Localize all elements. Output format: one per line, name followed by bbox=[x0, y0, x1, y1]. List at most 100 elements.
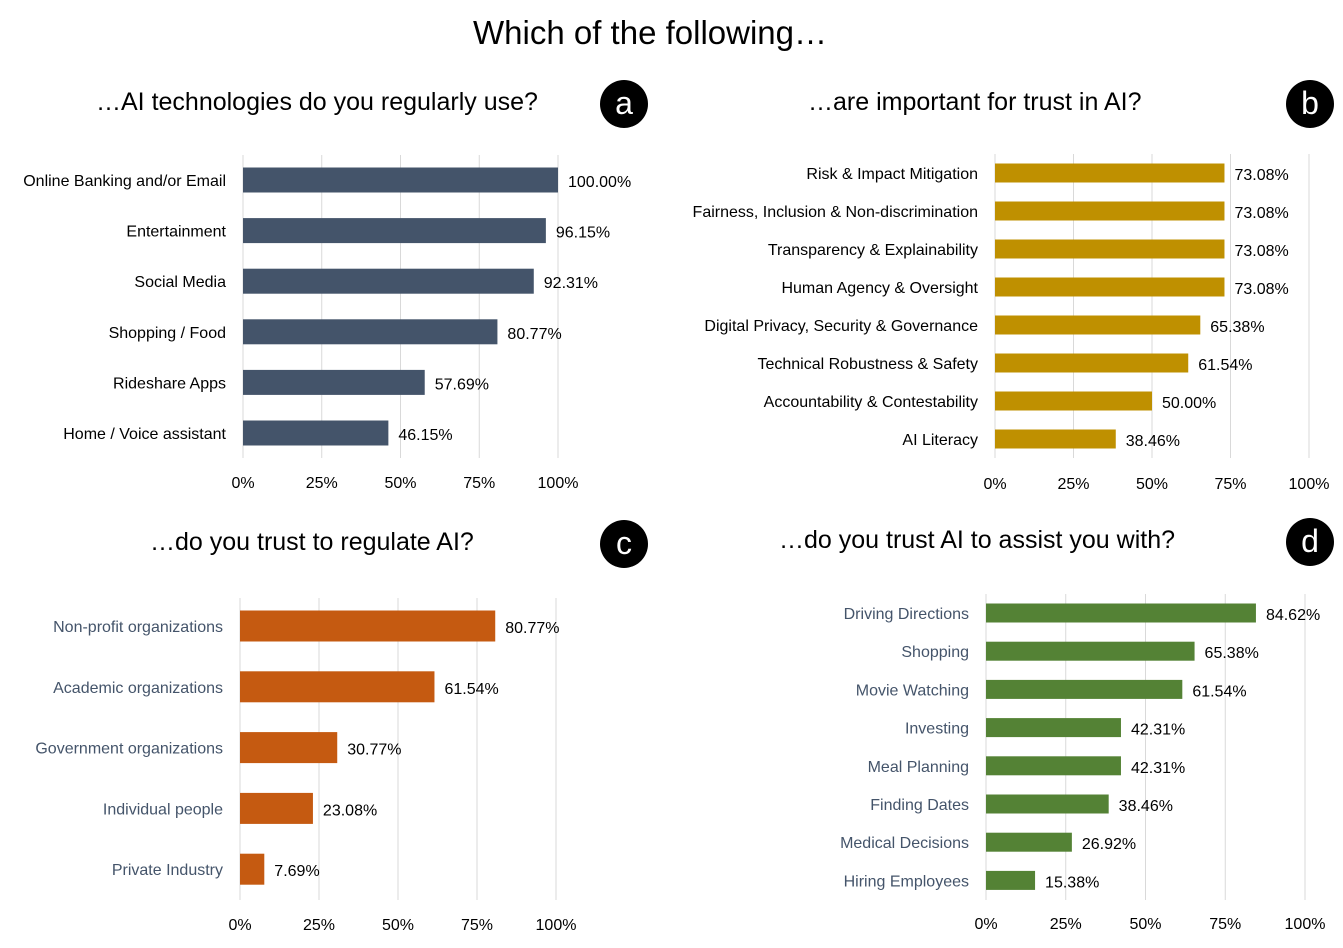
bar bbox=[995, 353, 1189, 373]
category-label: Rideshare Apps bbox=[113, 375, 226, 392]
bar bbox=[986, 794, 1109, 814]
data-label: 46.15% bbox=[398, 427, 452, 444]
category-label: Online Banking and/or Email bbox=[23, 173, 226, 190]
bar bbox=[240, 853, 265, 885]
x-tick-label: 25% bbox=[306, 475, 338, 492]
x-tick-label: 0% bbox=[231, 475, 254, 492]
category-label: Entertainment bbox=[126, 224, 226, 241]
bar bbox=[995, 391, 1152, 411]
data-label: 65.38% bbox=[1210, 319, 1264, 336]
data-label: 96.15% bbox=[556, 225, 610, 242]
bar bbox=[986, 832, 1072, 852]
bar bbox=[243, 218, 546, 244]
data-label: 26.92% bbox=[1082, 836, 1136, 853]
x-tick-label: 0% bbox=[983, 476, 1006, 493]
bar bbox=[995, 277, 1225, 297]
category-label: Shopping / Food bbox=[109, 325, 226, 342]
x-tick-label: 25% bbox=[1050, 916, 1082, 933]
x-tick-label: 100% bbox=[1285, 916, 1326, 933]
data-label: 61.54% bbox=[1198, 357, 1252, 374]
bar bbox=[240, 671, 435, 703]
category-label: Shopping bbox=[901, 644, 969, 661]
bar bbox=[243, 319, 498, 345]
bar bbox=[243, 369, 425, 395]
category-label: Finding Dates bbox=[870, 797, 969, 814]
category-label: Human Agency & Oversight bbox=[781, 280, 978, 297]
bar bbox=[986, 870, 1036, 890]
data-label: 73.08% bbox=[1234, 167, 1288, 184]
category-label: Private Industry bbox=[112, 862, 223, 879]
x-tick-label: 50% bbox=[382, 917, 414, 934]
bar bbox=[240, 732, 338, 764]
x-tick-label: 50% bbox=[1136, 476, 1168, 493]
category-label: Investing bbox=[905, 721, 969, 738]
bar bbox=[995, 315, 1201, 335]
x-tick-label: 0% bbox=[228, 917, 251, 934]
bar bbox=[986, 756, 1121, 776]
bar bbox=[986, 603, 1256, 623]
x-tick-label: 100% bbox=[538, 475, 579, 492]
data-label: 73.08% bbox=[1234, 205, 1288, 222]
data-label: 42.31% bbox=[1131, 760, 1185, 777]
data-label: 30.77% bbox=[347, 742, 401, 759]
bar bbox=[995, 201, 1225, 221]
category-label: Meal Planning bbox=[868, 759, 969, 776]
x-tick-label: 75% bbox=[463, 475, 495, 492]
category-label: Individual people bbox=[103, 801, 223, 818]
data-label: 42.31% bbox=[1131, 722, 1185, 739]
panel-a-badge: a bbox=[600, 80, 648, 128]
category-label: Digital Privacy, Security & Governance bbox=[704, 318, 978, 335]
data-label: 61.54% bbox=[1192, 683, 1246, 700]
panel-b-badge: b bbox=[1286, 80, 1334, 128]
data-label: 50.00% bbox=[1162, 395, 1216, 412]
x-tick-label: 100% bbox=[1289, 476, 1330, 493]
panel-c-title: …do you trust to regulate AI? bbox=[150, 528, 474, 556]
x-tick-label: 100% bbox=[536, 917, 577, 934]
bar bbox=[243, 268, 534, 294]
x-tick-label: 75% bbox=[1214, 476, 1246, 493]
bar bbox=[995, 239, 1225, 259]
x-tick-label: 25% bbox=[1057, 476, 1089, 493]
data-label: 57.69% bbox=[435, 376, 489, 393]
bar bbox=[986, 718, 1121, 738]
panel-d-title: …do you trust AI to assist you with? bbox=[779, 526, 1176, 554]
category-label: Risk & Impact Mitigation bbox=[806, 166, 978, 183]
category-label: Accountability & Contestability bbox=[764, 394, 978, 411]
category-label: Government organizations bbox=[35, 741, 223, 758]
category-label: Academic organizations bbox=[53, 680, 223, 697]
bar bbox=[986, 679, 1183, 699]
category-label: Driving Directions bbox=[844, 606, 969, 623]
x-tick-label: 75% bbox=[1209, 916, 1241, 933]
bar bbox=[240, 610, 496, 642]
bar bbox=[995, 163, 1225, 183]
category-label: Transparency & Explainability bbox=[768, 242, 978, 259]
x-tick-label: 50% bbox=[384, 475, 416, 492]
data-label: 100.00% bbox=[568, 174, 631, 191]
x-tick-label: 75% bbox=[461, 917, 493, 934]
data-label: 38.46% bbox=[1126, 433, 1180, 450]
category-label: AI Literacy bbox=[902, 432, 978, 449]
category-label: Social Media bbox=[134, 274, 226, 291]
category-label: Medical Decisions bbox=[840, 835, 969, 852]
x-tick-label: 50% bbox=[1129, 916, 1161, 933]
data-label: 61.54% bbox=[444, 681, 498, 698]
data-label: 7.69% bbox=[274, 863, 319, 880]
bar bbox=[986, 641, 1195, 661]
x-tick-label: 25% bbox=[303, 917, 335, 934]
panel-d-badge: d bbox=[1286, 518, 1334, 566]
panel-a-title: …AI technologies do you regularly use? bbox=[96, 88, 538, 116]
data-label: 15.38% bbox=[1045, 874, 1099, 891]
bar bbox=[240, 792, 313, 824]
category-label: Hiring Employees bbox=[844, 873, 969, 890]
data-label: 23.08% bbox=[323, 802, 377, 819]
category-label: Non-profit organizations bbox=[53, 619, 223, 636]
data-label: 73.08% bbox=[1234, 281, 1288, 298]
panel-b-title: …are important for trust in AI? bbox=[808, 88, 1142, 116]
data-label: 92.31% bbox=[544, 275, 598, 292]
bar bbox=[243, 167, 558, 193]
category-label: Movie Watching bbox=[856, 682, 969, 699]
